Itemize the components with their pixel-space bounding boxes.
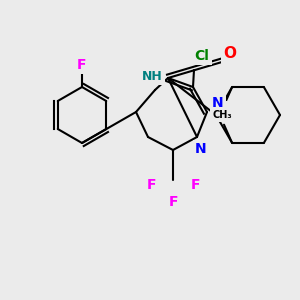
Text: N: N [195,142,207,156]
Text: NH: NH [142,70,162,83]
Text: O: O [224,46,236,62]
Text: N: N [214,103,226,117]
Text: CH₃: CH₃ [212,110,232,120]
Text: Cl: Cl [195,49,209,63]
Text: F: F [77,58,87,72]
Text: CH₃: CH₃ [212,110,232,120]
Text: F: F [146,178,156,192]
Text: F: F [190,178,200,192]
Text: N: N [212,96,224,110]
Text: F: F [168,195,178,209]
